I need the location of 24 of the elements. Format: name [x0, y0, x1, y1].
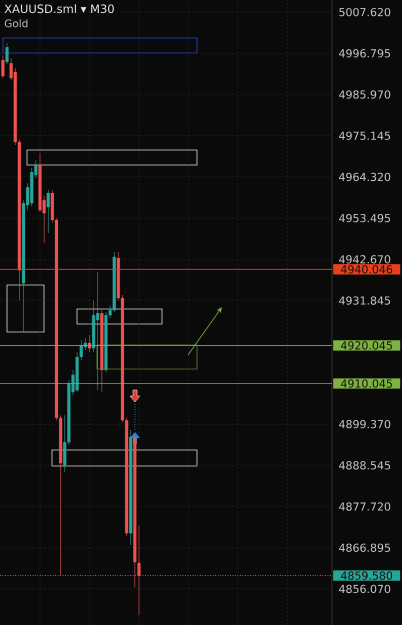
ref-line-label: 4910.045	[340, 379, 392, 388]
candlestick	[137, 524, 141, 616]
y-tick-label: 4964.320	[339, 172, 390, 182]
candlestick	[5, 42, 9, 64]
candlestick	[96, 272, 100, 390]
chart-title: XAUUSD.sml ▾ M30	[4, 4, 114, 14]
text: Gold	[4, 19, 28, 28]
ref-line-label: 4920.045	[340, 341, 392, 350]
y-tick-label: 4985.970	[339, 90, 390, 99]
y-tick-label: 4888.545	[339, 461, 390, 470]
y-tick-label: 5007.620	[339, 8, 390, 16]
y-tick-label: 4953.495	[339, 214, 390, 222]
candlestick	[1, 54, 4, 78]
y-tick-label: 4931.845	[339, 296, 390, 305]
candlestick	[46, 190, 50, 234]
y-tick-label: 4942.670	[339, 255, 390, 264]
y-tick-label: 4866.895	[339, 544, 390, 552]
y-tick-label: 4975.145	[339, 132, 390, 140]
ref-line-label: 4859.580	[340, 571, 392, 580]
y-tick-label: 4899.370	[339, 420, 390, 428]
ref-line-label: 4940.046	[340, 265, 392, 274]
y-tick-label: 4877.720	[339, 502, 390, 511]
y-tick-label: 4856.070	[339, 584, 390, 594]
y-tick-label: 4996.795	[339, 49, 390, 58]
